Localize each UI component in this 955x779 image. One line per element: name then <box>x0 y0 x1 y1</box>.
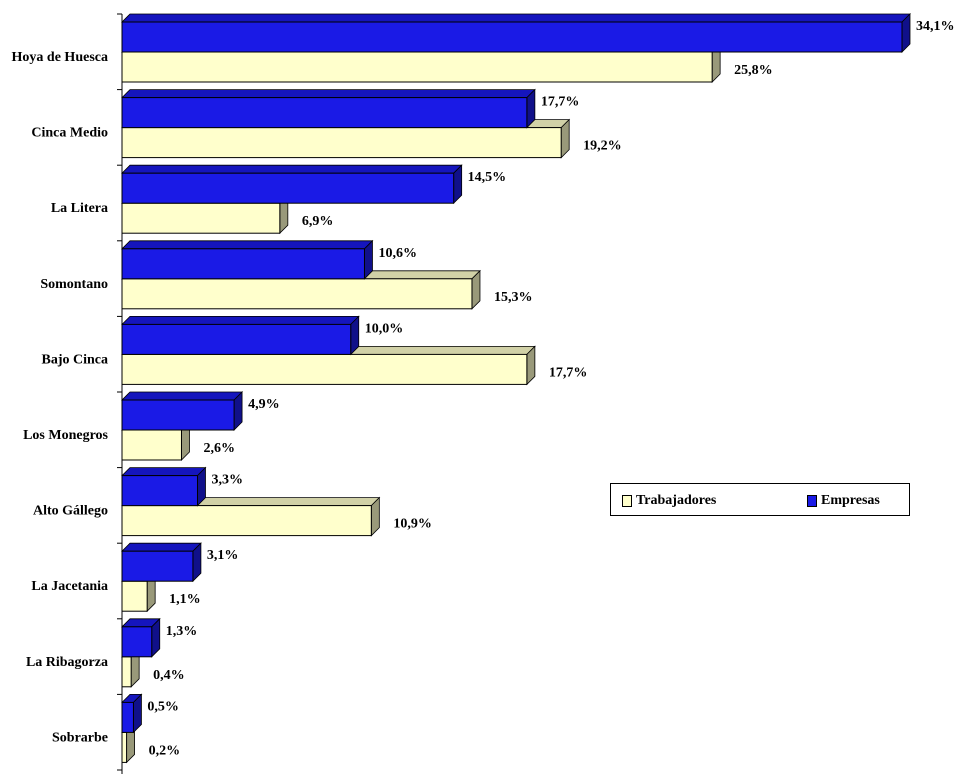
data-label-trabajadores: 15,3% <box>494 290 533 305</box>
bar-empresas <box>121 88 536 129</box>
bar-empresas <box>121 617 161 658</box>
bar-empresas <box>121 315 360 356</box>
category-label: La Ribagorza <box>26 655 108 670</box>
data-label-trabajadores: 19,2% <box>583 139 622 154</box>
category-label: La Litera <box>51 201 108 216</box>
data-label-empresas: 17,7% <box>541 95 580 110</box>
bar-empresas <box>121 164 463 205</box>
data-label-empresas: 3,3% <box>211 473 243 488</box>
data-label-empresas: 10,0% <box>365 321 404 336</box>
data-label-empresas: 1,3% <box>166 624 198 639</box>
legend-entry-trabajadores: Trabajadores <box>622 493 716 509</box>
legend-label-trabajadores: Trabajadores <box>636 493 717 508</box>
legend-swatch-empresas <box>807 495 817 507</box>
data-label-trabajadores: 2,6% <box>203 441 235 456</box>
bar-empresas <box>121 542 202 583</box>
data-label-empresas: 0,5% <box>147 699 179 714</box>
bar-empresas <box>121 13 911 53</box>
data-label-empresas: 14,5% <box>468 170 507 185</box>
data-label-empresas: 4,9% <box>248 397 279 412</box>
bar-empresas <box>121 693 143 734</box>
data-label-trabajadores: 0,2% <box>149 743 181 758</box>
data-label-empresas: 10,6% <box>378 246 417 261</box>
labels-layer: Hoya de Huesca 34,1% 25,8% Cinca Medio 17,7%… <box>12 19 955 758</box>
category-label: Bajo Cinca <box>42 352 109 367</box>
category-label: Hoya de Huesca <box>12 50 108 65</box>
data-label-trabajadores: 10,9% <box>393 517 432 532</box>
legend: Trabajadores Empresas <box>610 483 910 516</box>
data-label-trabajadores: 1,1% <box>169 592 201 607</box>
data-label-trabajadores: 6,9% <box>302 214 334 229</box>
legend-entry-empresas: Empresas <box>807 493 880 509</box>
bar-empresas <box>121 466 207 507</box>
category-label: Sobrarbe <box>52 730 108 745</box>
bar-empresas <box>121 239 374 280</box>
data-label-empresas: 3,1% <box>207 548 239 563</box>
category-label: Somontano <box>40 277 108 292</box>
category-label: La Jacetania <box>31 579 108 594</box>
bars-layer <box>121 13 911 764</box>
data-label-empresas: 34,1% <box>916 19 955 34</box>
legend-swatch-trabajadores <box>622 495 632 507</box>
data-label-trabajadores: 25,8% <box>734 63 773 78</box>
data-label-trabajadores: 17,7% <box>549 365 588 380</box>
category-label: Los Monegros <box>23 428 108 443</box>
legend-label-empresas: Empresas <box>821 493 880 508</box>
data-label-trabajadores: 0,4% <box>153 668 185 683</box>
category-label: Cinca Medio <box>31 126 108 141</box>
category-label: Alto Gállego <box>33 504 108 519</box>
bar-empresas <box>121 391 244 431</box>
